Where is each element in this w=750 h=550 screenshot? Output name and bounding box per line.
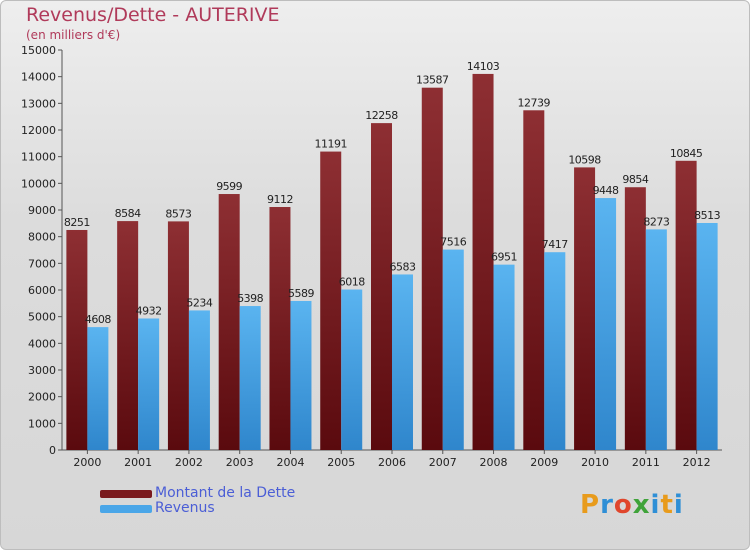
data-label-revenus: 5398 [237, 292, 263, 305]
legend-swatch-revenus [100, 505, 152, 513]
bar-debt [167, 221, 189, 450]
data-label-debt: 12258 [365, 109, 398, 122]
bar-revenus [645, 229, 667, 450]
y-tick-label: 11000 [21, 151, 56, 164]
y-tick-label: 1000 [28, 417, 56, 430]
legend-label-revenus: Revenus [155, 500, 215, 516]
bar-debt [117, 221, 139, 450]
bar-debt [675, 160, 697, 451]
bar-revenus [696, 222, 718, 450]
y-tick-label: 6000 [28, 284, 56, 297]
bar-revenus [239, 306, 261, 450]
bars [66, 73, 718, 451]
data-labels: 8251 4608 8584 4932 8573 5234 9599 5398 9112 5589… [64, 60, 721, 326]
data-label-debt: 9854 [622, 173, 648, 186]
bar-revenus [290, 300, 312, 450]
x-tick-label: 2011 [632, 456, 660, 469]
bar-revenus [341, 289, 363, 450]
y-tick-label: 7000 [28, 257, 56, 270]
chart-subtitle: (en milliers d'€) [26, 28, 121, 42]
y-tick-label: 8000 [28, 231, 56, 244]
data-label-debt: 14103 [467, 60, 500, 73]
bar-revenus [544, 252, 566, 450]
bar-revenus [595, 198, 617, 450]
x-tick-label: 2001 [124, 456, 152, 469]
data-label-revenus: 6018 [339, 276, 365, 289]
bar-revenus [493, 264, 515, 450]
x-tick-label: 2012 [683, 456, 711, 469]
data-label-revenus: 4932 [136, 304, 162, 317]
data-label-debt: 9112 [267, 193, 293, 206]
x-tick-label: 2005 [327, 456, 355, 469]
y-tick-label: 5000 [28, 311, 56, 324]
data-label-revenus: 6951 [491, 251, 517, 264]
data-label-debt: 10598 [568, 153, 601, 166]
data-label-revenus: 5589 [288, 287, 314, 300]
data-label-revenus: 8273 [643, 215, 669, 228]
bar-debt [421, 87, 443, 451]
data-label-revenus: 6583 [390, 260, 416, 273]
bar-debt [574, 167, 596, 451]
data-label-revenus: 5234 [186, 296, 212, 309]
data-label-debt: 12739 [518, 96, 551, 109]
y-tick-label: 3000 [28, 364, 56, 377]
data-label-debt: 11191 [314, 138, 347, 151]
data-label-revenus: 7417 [542, 238, 568, 251]
bar-revenus [392, 274, 413, 450]
chart-title: Revenus/Dette - AUTERIVE [26, 4, 280, 26]
x-tick-label: 2009 [530, 456, 558, 469]
data-label-debt: 8573 [165, 207, 191, 220]
bar-debt [320, 151, 342, 450]
bar-revenus [188, 310, 210, 450]
y-tick-label: 0 [49, 444, 56, 457]
x-tick-label: 2000 [73, 456, 101, 469]
y-tick-label: 14000 [21, 71, 56, 84]
data-label-debt: 8251 [64, 216, 90, 229]
bar-debt [472, 73, 494, 451]
x-tick-label: 2010 [581, 456, 609, 469]
x-axis: 2000 2001 2002 2003 2004 2005 2006 2007 2008 2009… [62, 449, 722, 469]
x-tick-label: 2004 [276, 456, 304, 469]
bar-revenus [442, 249, 464, 450]
bar-debt [66, 229, 88, 450]
proxiti-logo: Proxiti [580, 490, 684, 520]
y-tick-label: 15000 [21, 44, 56, 57]
y-tick-label: 4000 [28, 337, 56, 350]
y-tick-label: 12000 [21, 124, 56, 137]
y-axis: 0 1000 2000 3000 4000 5000 6000 7000 8000 9000 100… [21, 44, 63, 457]
x-tick-label: 2006 [378, 456, 406, 469]
data-label-revenus: 9448 [593, 184, 619, 197]
bar-revenus [138, 318, 160, 450]
data-label-revenus: 8513 [694, 209, 720, 222]
data-label-revenus: 4608 [85, 313, 111, 326]
x-tick-label: 2002 [175, 456, 203, 469]
data-label-debt: 8584 [115, 207, 141, 220]
bar-debt [523, 110, 545, 450]
bar-debt [218, 194, 240, 450]
legend-swatch-debt [100, 490, 152, 498]
bar-debt [269, 207, 291, 450]
legend-label-debt: Montant de la Dette [155, 485, 296, 501]
bar-debt [371, 123, 392, 451]
y-tick-label: 9000 [28, 204, 56, 217]
x-tick-label: 2007 [429, 456, 457, 469]
data-label-debt: 10845 [670, 147, 703, 160]
x-tick-label: 2008 [480, 456, 508, 469]
data-label-revenus: 7516 [440, 236, 466, 249]
bar-debt [624, 187, 646, 450]
x-tick-label: 2003 [226, 456, 254, 469]
y-tick-label: 10000 [21, 177, 56, 190]
bar-revenus [87, 327, 109, 450]
y-tick-label: 13000 [21, 97, 56, 110]
data-label-debt: 9599 [216, 180, 242, 193]
y-tick-label: 2000 [28, 391, 56, 404]
data-label-debt: 13587 [416, 74, 449, 87]
